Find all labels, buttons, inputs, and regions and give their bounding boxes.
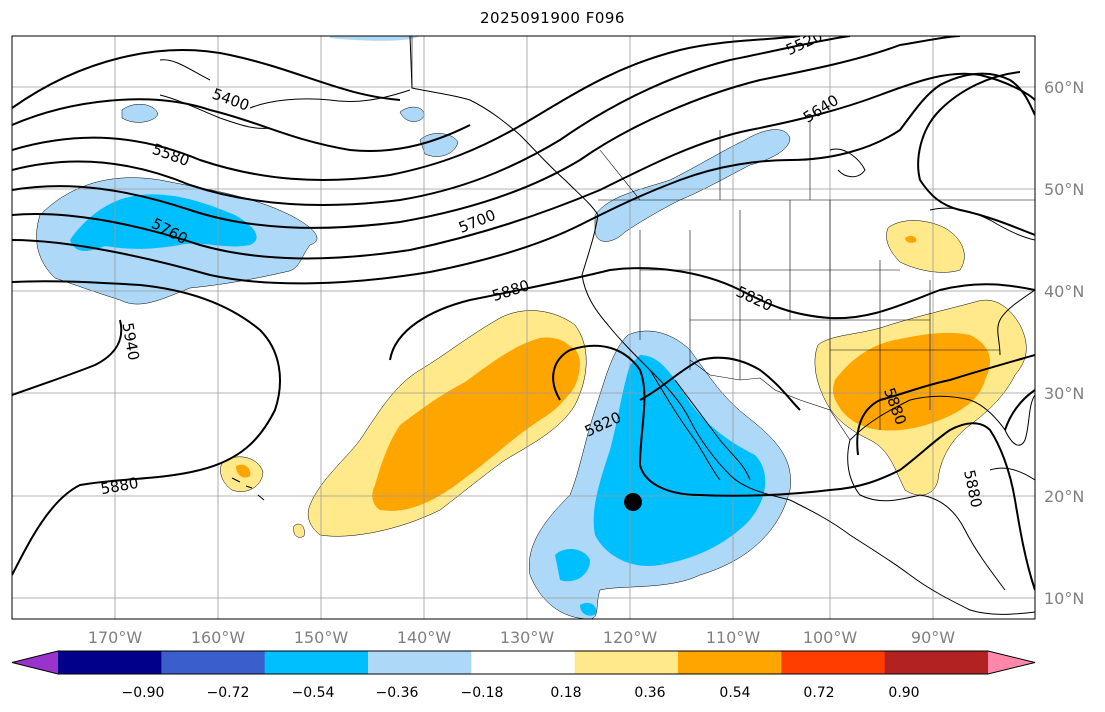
anomaly-negative-epac-medium-b — [555, 548, 590, 582]
lat-tick-label: 30°N — [1044, 384, 1084, 403]
coastlines — [159, 36, 1035, 615]
colorbar-outline — [11, 650, 1036, 675]
colorbar-tick-label: −0.36 — [376, 685, 419, 701]
anomaly-negative-small-c — [419, 133, 459, 157]
lon-tick-label: 120°W — [603, 628, 658, 647]
colorbar-segment — [884, 651, 989, 674]
lat-tick-label: 60°N — [1044, 78, 1084, 97]
anomaly-negative-top — [330, 36, 420, 41]
colorbar-extend-low — [12, 651, 58, 674]
colorbar-tick-label: 0.36 — [634, 685, 665, 701]
colorbar-segment — [781, 651, 886, 674]
lat-tick-label: 40°N — [1044, 282, 1084, 301]
lon-tick-label: 90°W — [911, 628, 955, 647]
anomaly-positive-hawaii-core — [236, 464, 251, 478]
colorbar-tick-label: −0.72 — [207, 685, 250, 701]
colorbar-tick-label: 0.54 — [719, 685, 750, 701]
colorbar — [11, 650, 1036, 675]
height-contours — [12, 36, 1035, 591]
colorbar-tick-label: 0.90 — [888, 685, 919, 701]
colorbar-segment — [368, 651, 472, 674]
gridlines — [12, 36, 1035, 619]
anomaly-positive-small-d — [293, 523, 305, 538]
anomaly-positive-great-lakes — [886, 220, 965, 273]
colorbar-extend-high — [988, 651, 1035, 674]
colorbar-tick-labels: −0.90 −0.72 −0.54 −0.36 −0.18 0.18 0.36 … — [122, 685, 920, 701]
colorbar-tick-label: 0.18 — [550, 685, 581, 701]
lon-tick-label: 170°W — [88, 628, 143, 647]
lon-tick-label: 110°W — [706, 628, 761, 647]
lon-tick-label: 150°W — [294, 628, 349, 647]
colorbar-segment — [678, 651, 782, 674]
anomaly-positive-great-lakes-core — [905, 235, 917, 243]
latitude-tick-labels: 60°N 50°N 40°N 30°N 20°N 10°N — [1044, 78, 1084, 608]
longitude-tick-labels: 170°W 160°W 150°W 140°W 130°W 120°W 110°… — [88, 628, 955, 647]
lon-tick-label: 100°W — [803, 628, 858, 647]
colorbar-segment — [161, 651, 266, 674]
political-borders — [411, 36, 1035, 441]
lon-tick-label: 160°W — [191, 628, 246, 647]
colorbar-tick-label: −0.54 — [292, 685, 335, 701]
anomaly-negative-canada — [594, 129, 791, 242]
colorbar-segment — [264, 651, 369, 674]
lon-tick-label: 140°W — [397, 628, 452, 647]
lon-tick-label: 130°W — [500, 628, 555, 647]
storm-center-marker — [624, 493, 642, 511]
colorbar-segment — [471, 651, 576, 674]
anomaly-negative-small-a — [121, 103, 159, 123]
colorbar-tick-label: −0.18 — [461, 685, 504, 701]
lat-tick-label: 50°N — [1044, 180, 1084, 199]
anomaly-negative-medium-nepac — [70, 194, 257, 251]
lat-tick-label: 10°N — [1044, 589, 1084, 608]
plot-title: 2025091900 F096 — [480, 9, 625, 27]
colorbar-tick-label: −0.90 — [122, 685, 165, 701]
colorbar-segment — [574, 651, 679, 674]
map-border — [11, 35, 1036, 620]
lat-tick-label: 20°N — [1044, 487, 1084, 506]
anomaly-negative-epac-medium — [593, 355, 766, 566]
colorbar-segment — [58, 651, 162, 674]
anomaly-negative-epac-medium-c — [580, 602, 597, 616]
colorbar-tick-label: 0.72 — [803, 685, 834, 701]
